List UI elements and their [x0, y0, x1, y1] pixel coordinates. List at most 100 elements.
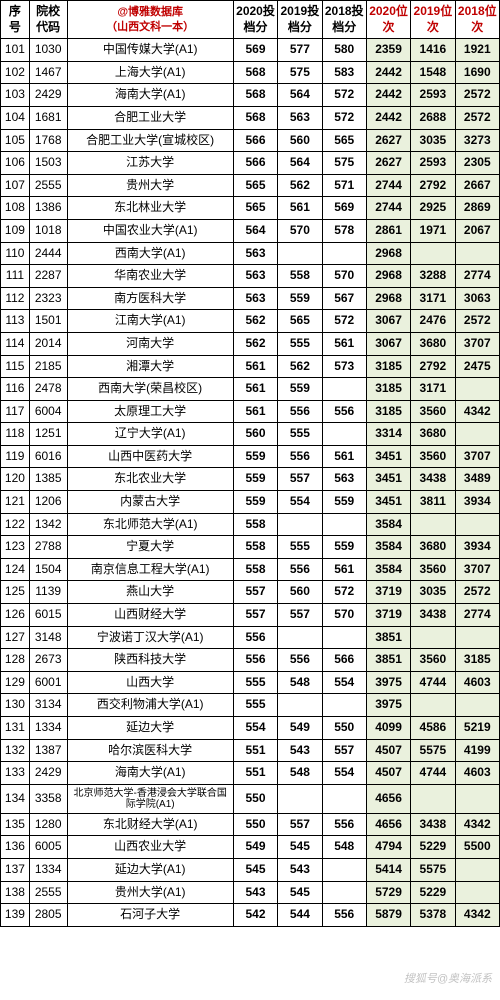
rank-2019: 5575 — [411, 858, 455, 881]
score-table: 序号 院校代码 @博雅数据库 （山西文科一本） 2020投档分 2019投档分 … — [0, 0, 500, 927]
seq-cell: 134 — [1, 784, 30, 813]
rank-2018: 2572 — [455, 84, 499, 107]
code-cell: 1768 — [29, 129, 67, 152]
score-2020: 566 — [233, 152, 277, 175]
rank-2019 — [411, 784, 455, 813]
code-cell: 2287 — [29, 265, 67, 288]
rank-2018: 4199 — [455, 739, 499, 762]
rank-2018: 2774 — [455, 604, 499, 627]
name-cell: 内蒙古大学 — [67, 491, 233, 514]
rank-2018: 2572 — [455, 310, 499, 333]
rank-2019: 3560 — [411, 400, 455, 423]
seq-cell: 111 — [1, 265, 30, 288]
rank-2020: 3584 — [366, 513, 410, 536]
rank-2019: 5575 — [411, 739, 455, 762]
name-cell: 东北林业大学 — [67, 197, 233, 220]
score-2018: 554 — [322, 762, 366, 785]
name-cell: 西交利物浦大学(A1) — [67, 694, 233, 717]
hdr-score-2018: 2018投档分 — [322, 1, 366, 39]
score-2020: 568 — [233, 106, 277, 129]
table-row: 1196016山西中医药大学559556561345135603707 — [1, 445, 500, 468]
table-row: 1382555贵州大学(A1)54354557295229 — [1, 881, 500, 904]
code-cell: 1030 — [29, 39, 67, 62]
table-row: 1142014河南大学562555561306736803707 — [1, 332, 500, 355]
score-2018 — [322, 423, 366, 446]
rank-2020: 4794 — [366, 836, 410, 859]
score-2018: 561 — [322, 445, 366, 468]
seq-cell: 118 — [1, 423, 30, 446]
table-body: 1011030中国传媒大学(A1)56957758023591416192110… — [1, 39, 500, 927]
rank-2020: 3584 — [366, 558, 410, 581]
code-cell: 2429 — [29, 762, 67, 785]
code-cell: 2555 — [29, 174, 67, 197]
name-cell: 南京信息工程大学(A1) — [67, 558, 233, 581]
score-2019: 575 — [278, 61, 322, 84]
rank-2020: 3067 — [366, 332, 410, 355]
name-cell: 东北师范大学(A1) — [67, 513, 233, 536]
rank-2018 — [455, 378, 499, 401]
score-2018: 557 — [322, 739, 366, 762]
hdr-db-line2: （山西文科一本） — [70, 20, 231, 34]
table-row: 1351280东北财经大学(A1)550557556465634384342 — [1, 813, 500, 836]
rank-2018: 1690 — [455, 61, 499, 84]
rank-2020: 4656 — [366, 813, 410, 836]
table-row: 1211206内蒙古大学559554559345138113934 — [1, 491, 500, 514]
code-cell: 1503 — [29, 152, 67, 175]
rank-2020: 3185 — [366, 400, 410, 423]
rank-2020: 3719 — [366, 604, 410, 627]
name-cell: 延边大学(A1) — [67, 858, 233, 881]
seq-cell: 104 — [1, 106, 30, 129]
table-row: 1041681合肥工业大学568563572244226882572 — [1, 106, 500, 129]
score-2019: 559 — [278, 378, 322, 401]
hdr-rank-2019: 2019位次 — [411, 1, 455, 39]
rank-2020: 4099 — [366, 717, 410, 740]
score-2020: 561 — [233, 355, 277, 378]
name-cell: 华南农业大学 — [67, 265, 233, 288]
score-2020: 556 — [233, 649, 277, 672]
rank-2018: 4342 — [455, 400, 499, 423]
rank-2020: 2744 — [366, 197, 410, 220]
rank-2019: 3288 — [411, 265, 455, 288]
rank-2020: 3185 — [366, 378, 410, 401]
score-2019: 544 — [278, 904, 322, 927]
code-cell: 1334 — [29, 858, 67, 881]
hdr-seq: 序号 — [1, 1, 30, 39]
score-2019: 557 — [278, 468, 322, 491]
rank-2019: 3811 — [411, 491, 455, 514]
code-cell: 1206 — [29, 491, 67, 514]
table-row: 1011030中国传媒大学(A1)569577580235914161921 — [1, 39, 500, 62]
score-2020: 557 — [233, 581, 277, 604]
code-cell: 6015 — [29, 604, 67, 627]
score-2019: 549 — [278, 717, 322, 740]
score-2020: 563 — [233, 287, 277, 310]
name-cell: 河南大学 — [67, 332, 233, 355]
score-2020: 543 — [233, 881, 277, 904]
score-2020: 542 — [233, 904, 277, 927]
table-row: 1162478西南大学(荣昌校区)56155931853171 — [1, 378, 500, 401]
score-2018: 559 — [322, 536, 366, 559]
score-2018 — [322, 858, 366, 881]
code-cell: 1251 — [29, 423, 67, 446]
seq-cell: 129 — [1, 671, 30, 694]
rank-2018: 3489 — [455, 468, 499, 491]
score-2020: 549 — [233, 836, 277, 859]
table-row: 1061503江苏大学566564575262725932305 — [1, 152, 500, 175]
rank-2019: 3438 — [411, 468, 455, 491]
name-cell: 东北农业大学 — [67, 468, 233, 491]
seq-cell: 125 — [1, 581, 30, 604]
score-2018: 559 — [322, 491, 366, 514]
rank-2020: 3451 — [366, 491, 410, 514]
rank-2018: 2305 — [455, 152, 499, 175]
name-cell: 哈尔滨医科大学 — [67, 739, 233, 762]
seq-cell: 113 — [1, 310, 30, 333]
table-row: 1332429海南大学(A1)551548554450747444603 — [1, 762, 500, 785]
score-2019: 559 — [278, 287, 322, 310]
rank-2019: 5229 — [411, 881, 455, 904]
rank-2019: 3438 — [411, 604, 455, 627]
rank-2018 — [455, 626, 499, 649]
score-2019: 556 — [278, 400, 322, 423]
code-cell: 1501 — [29, 310, 67, 333]
hdr-score-2020: 2020投档分 — [233, 1, 277, 39]
rank-2020: 4507 — [366, 762, 410, 785]
table-row: 1201385东北农业大学559557563345134383489 — [1, 468, 500, 491]
